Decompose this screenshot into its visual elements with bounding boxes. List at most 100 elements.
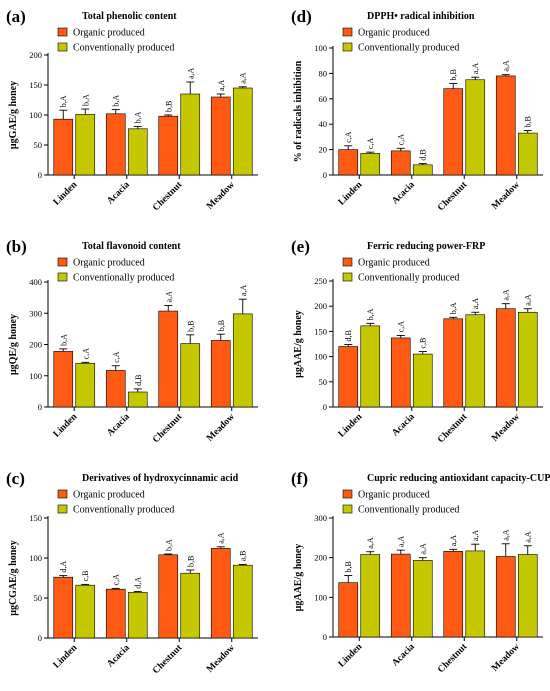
bar: [443, 318, 464, 408]
bar-significance-label: a,A: [449, 535, 458, 547]
bar: [338, 149, 359, 176]
category-label: Chestnut: [151, 642, 185, 676]
legend-swatch: [342, 42, 353, 52]
category-label: Acacia: [105, 180, 132, 207]
bar: [158, 115, 179, 176]
legend-swatch: [57, 489, 68, 499]
bar-significance-label: a,A: [217, 532, 226, 544]
bar-significance-label: b,B: [524, 116, 533, 127]
bar-significance-label: b,A: [59, 334, 68, 346]
y-tick-label: 60: [319, 94, 328, 104]
y-axis-label: μgQE/g honey: [8, 314, 19, 375]
bar: [127, 128, 148, 176]
legend-entry: Conventionally produced: [358, 273, 459, 284]
bar-significance-label: a,A: [524, 294, 533, 306]
legend-entry: Conventionally produced: [73, 273, 174, 284]
bar: [210, 340, 231, 408]
bar: [127, 391, 148, 408]
bar: [180, 343, 201, 408]
y-tick-label: 100: [29, 371, 42, 381]
category-label: Acacia: [105, 643, 132, 670]
bar-significance-label: a,A: [217, 79, 226, 91]
bar: [465, 314, 486, 408]
category-label: Meadow: [205, 180, 237, 212]
bar-significance-label: a,A: [239, 72, 248, 84]
bar-significance-label: a,A: [502, 60, 511, 72]
category-label: Meadow: [490, 180, 522, 212]
bar-significance-label: a,A: [524, 531, 533, 543]
legend-entry: Organic produced: [73, 490, 145, 501]
bar: [390, 337, 411, 408]
category-label: Chestnut: [436, 641, 470, 675]
legend-entry: Organic produced: [358, 490, 430, 501]
legend-entry: Conventionally produced: [73, 505, 174, 516]
y-tick-label: 0: [38, 633, 42, 643]
bar-significance-label: b,A: [59, 95, 68, 107]
bar: [180, 572, 201, 639]
bar-significance-label: b,B: [449, 69, 458, 80]
bar: [158, 554, 179, 639]
y-tick-label: 20: [319, 145, 328, 155]
legend-entry: Conventionally produced: [358, 43, 459, 54]
bar: [360, 153, 381, 176]
bar-significance-label: d,A: [59, 561, 68, 573]
legend-entry: Organic produced: [358, 258, 430, 269]
y-axis-label: μgGAE/g honey: [8, 81, 19, 149]
bar: [127, 592, 148, 639]
y-tick-label: 80: [319, 68, 328, 78]
bar-significance-label: c,A: [366, 138, 375, 150]
bar-significance-label: c,A: [397, 321, 406, 333]
bar: [338, 346, 359, 408]
panel-letter: (b): [6, 237, 27, 256]
bar: [75, 114, 96, 176]
bar: [232, 564, 253, 639]
bar: [75, 362, 96, 408]
bar: [465, 79, 486, 176]
bar: [360, 554, 381, 638]
chart-title: Ferric reducing power-FRP: [367, 241, 485, 252]
bar: [338, 582, 359, 638]
bar: [495, 308, 516, 408]
bar: [210, 96, 231, 176]
y-tick-label: 0: [38, 402, 42, 412]
category-label: Linden: [337, 412, 365, 440]
bar-significance-label: b,B: [217, 320, 226, 331]
y-tick-label: 200: [29, 340, 42, 350]
category-label: Chestnut: [436, 179, 470, 213]
y-axis-label: μgAAE/g honey: [293, 544, 304, 612]
legend-swatch: [342, 272, 353, 282]
category-label: Acacia: [390, 412, 417, 439]
legend-entry: Conventionally produced: [73, 43, 174, 54]
bar: [465, 550, 486, 638]
y-tick-label: 40: [319, 119, 328, 129]
category-label: Linden: [52, 643, 80, 671]
y-tick-label: 150: [29, 80, 42, 90]
legend-swatch: [342, 489, 353, 499]
bar: [412, 164, 433, 176]
y-tick-label: 0: [323, 402, 327, 412]
bar: [210, 548, 231, 639]
bar-significance-label: a,A: [471, 530, 480, 542]
chart-title: Total flavonoid content: [82, 241, 181, 252]
bar: [517, 554, 538, 638]
panel-letter: (a): [6, 7, 26, 26]
legend-entry: Organic produced: [358, 28, 430, 39]
y-tick-label: 0: [38, 170, 42, 180]
legend-swatch: [342, 257, 353, 267]
category-label: Acacia: [105, 412, 132, 439]
bar-significance-label: b,A: [366, 308, 375, 320]
y-tick-label: 0: [323, 170, 327, 180]
legend-swatch: [342, 504, 353, 514]
y-tick-label: 100: [314, 43, 327, 53]
bar-significance-label: c,A: [112, 351, 121, 363]
bar: [53, 351, 74, 408]
legend-swatch: [342, 27, 353, 37]
chart-panel-e: (e) Ferric reducing power-FRP Organic prod…: [291, 237, 543, 445]
bar-significance-label: a,A: [164, 291, 173, 303]
y-axis-label: μgAAE/g honey: [293, 310, 304, 378]
bar-significance-label: d,B: [134, 375, 143, 386]
bar: [517, 132, 538, 176]
bar: [105, 370, 126, 408]
bar-significance-label: a,A: [419, 543, 428, 555]
